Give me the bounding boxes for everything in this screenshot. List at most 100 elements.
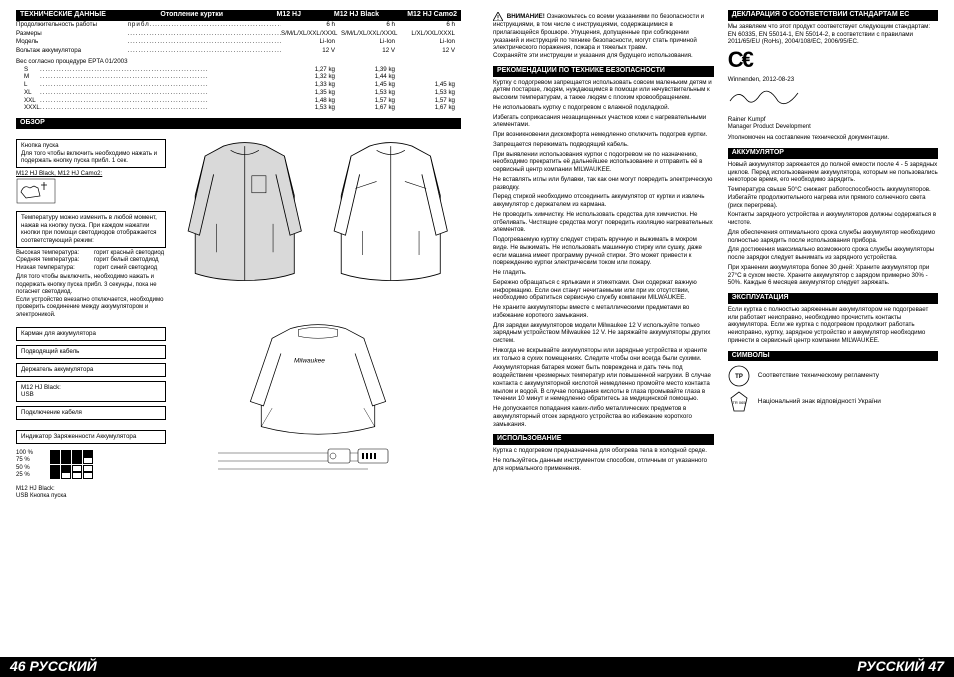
tech-col-2: M12 HJ Camo2 xyxy=(397,11,457,20)
weight-rows: S.......................................… xyxy=(16,66,461,113)
paragraph: При хранении аккумулятора более 30 дней:… xyxy=(728,264,938,287)
hand-icon xyxy=(16,178,56,204)
page-left: ТЕХНИЧЕСКИЕ ДАННЫЕ Отопление куртки M12 … xyxy=(0,0,477,677)
svg-text:Milwaukee: Milwaukee xyxy=(294,358,325,365)
warning-block: ВНИМАНИЕ! Ознакомьтесь со всеми указания… xyxy=(493,12,714,60)
jacket-front2-icon xyxy=(320,139,462,295)
paragraph: Перед стиркой необходимо отсоединить акк… xyxy=(493,193,714,209)
label-item: M12 HJ Black: USB xyxy=(16,381,166,403)
svg-text:TP: TP xyxy=(735,374,743,380)
page-right: ВНИМАНИЕ! Ознакомьтесь со всеми указания… xyxy=(477,0,954,677)
paragraph: При возникновении дискомфорта немедленно… xyxy=(493,131,714,139)
paragraph: Куртка с подогревом предназначена для об… xyxy=(493,447,714,455)
tr-cert-icon: TP xyxy=(728,365,750,387)
led-grid: 100 %75 %50 %25 % xyxy=(16,450,166,480)
weight-row: L.......................................… xyxy=(16,81,461,89)
symbol-text-1: Національний знак відповідності України xyxy=(758,398,881,406)
decl-date: Winnenden, 2012-08-23 xyxy=(728,76,938,84)
symbol-text-0: Соответствие техническому регламенту xyxy=(758,372,879,380)
jacket-back-icon: Milwaukee xyxy=(218,323,418,443)
label-item: Карман для аккумулятора xyxy=(16,327,166,341)
sig-role: Manager Product Development xyxy=(728,124,938,132)
paragraph: Не гладить. xyxy=(493,269,714,277)
tech-col-1: M12 HJ Black xyxy=(319,11,379,20)
tech-title: ТЕХНИЧЕСКИЕ ДАННЫЕ xyxy=(20,11,106,20)
paragraph: Куртку с подогревом запрещается использо… xyxy=(493,79,714,102)
jacket-area xyxy=(174,135,461,320)
jacket-lower: Milwaukee xyxy=(174,323,461,500)
btn-box: Кнопка пуска Для того чтобы включить нео… xyxy=(16,139,166,168)
safety-header: РЕКОМЕНДАЦИИ ПО ТЕХНИКЕ БЕЗОПАСНОСТИ xyxy=(493,66,714,77)
paragraph: Не храните аккумуляторы вместе с металли… xyxy=(493,304,714,320)
symbol-row-1: TR 065 Національний знак відповідності У… xyxy=(728,391,938,413)
footer-right: РУССКИЙ 47 xyxy=(477,657,954,677)
warning-icon xyxy=(493,12,503,21)
led-row: 75 % xyxy=(16,457,166,465)
temp-list: Высокая температура:горит красный светод… xyxy=(16,250,166,273)
decl-body: Мы заявляем что этот продукт соответству… xyxy=(728,23,938,46)
label-col: Карман для аккумулятора Подводящий кабель… xyxy=(16,323,166,500)
tech-row: Модель..................................… xyxy=(16,38,461,47)
led-row: 25 % xyxy=(16,472,166,480)
weight-title: Вес согласно процедуре EPTA 01/2003 xyxy=(16,58,461,66)
weight-row: XXXL....................................… xyxy=(16,104,461,112)
paragraph: Не использовать куртку с подогревом с вл… xyxy=(493,104,714,112)
footer-left: 46 РУССКИЙ xyxy=(0,657,477,677)
warning-title: ВНИМАНИЕ! xyxy=(507,13,545,20)
symbol-row-0: TP Соответствие техническому регламенту xyxy=(728,365,938,387)
tech-row: Размеры.................................… xyxy=(16,30,461,39)
weight-row: XL......................................… xyxy=(16,89,461,97)
paragraph: Новый аккумулятор заряжается до полной е… xyxy=(728,161,938,184)
paragraph: Контакты зарядного устройства и аккумуля… xyxy=(728,211,938,227)
battery-header: АККУМУЛЯТОР xyxy=(728,148,938,159)
paragraph: Для зарядки аккумуляторов модели Milwauk… xyxy=(493,322,714,345)
variant-line: M12 HJ Black, M12 HJ Camo2: xyxy=(16,170,166,178)
weight-row: S.......................................… xyxy=(16,66,461,74)
battery-paras: Новый аккумулятор заряжается до полной е… xyxy=(728,161,938,287)
paragraph: Подогреваемую куртку следует стирать вру… xyxy=(493,236,714,267)
paragraph: Не проводить химчистку. Не использовать … xyxy=(493,211,714,234)
label-item: Подключение кабеля xyxy=(16,406,166,420)
battery-holder-icon xyxy=(218,447,418,487)
paragraph: Не допускается попадания каких-либо мета… xyxy=(493,405,714,428)
usage-header: ИСПОЛЬЗОВАНИЕ xyxy=(493,434,714,445)
ce-mark-icon: C€ xyxy=(728,46,938,74)
paragraph: Для достижения максимально возможного ср… xyxy=(728,246,938,262)
tech-row: Вольтаж аккумулятора....................… xyxy=(16,47,461,56)
tech-sub: Отопление куртки xyxy=(160,11,223,20)
svg-text:TR 065: TR 065 xyxy=(732,400,746,405)
tech-rows: Продолжительность работыприбл...........… xyxy=(16,21,461,56)
led-row: 50 % xyxy=(16,465,166,473)
tech-header: ТЕХНИЧЕСКИЕ ДАННЫЕ Отопление куртки M12 … xyxy=(16,10,461,21)
usb-note: M12 HJ Black: USB Кнопка пуска xyxy=(16,486,166,501)
tech-col-0: M12 HJ xyxy=(241,11,301,20)
warning-body: Ознакомьтесь со всеми указаниями по безо… xyxy=(493,13,704,59)
obzor-header: ОБЗОР xyxy=(16,118,461,129)
paragraph: При выявлении использования куртки с под… xyxy=(493,151,714,174)
led-row: 100 % xyxy=(16,450,166,458)
decl-header: ДЕКЛАРАЦИЯ О СООТВЕТСТВИИ СТАНДАРТАМ ЕС xyxy=(728,10,938,21)
paragraph: Избегать соприкасания незащищенных участ… xyxy=(493,114,714,130)
usage-paras: Куртка с подогревом предназначена для об… xyxy=(493,447,714,472)
temp-line: Средняя температура:горит белый светодио… xyxy=(16,257,166,265)
paragraph: Не пользуйтесь данным инструментом спосо… xyxy=(493,457,714,473)
sig-note: Уполномочен на составление технической д… xyxy=(728,135,938,143)
temp-line: Низкая температура:горит синий светодиод xyxy=(16,265,166,273)
ua-cert-icon: TR 065 xyxy=(728,391,750,413)
label-item: Держатель аккумулятора xyxy=(16,363,166,377)
paragraph: Никогда не вскрывайте аккумуляторы или з… xyxy=(493,347,714,363)
paragraph: Запрещается пережимать подводящий кабель… xyxy=(493,141,714,149)
signature-icon xyxy=(728,87,808,107)
label-item: Подводящий кабель xyxy=(16,345,166,359)
led-title-box: Индикатор Заряженности Аккумулятора xyxy=(16,430,166,444)
weight-row: XXL.....................................… xyxy=(16,97,461,105)
paragraph: Аккумуляторная батарея может быть повреж… xyxy=(493,364,714,403)
paragraph: Бережно обращаться с ярлыками и этикетка… xyxy=(493,279,714,302)
jacket-front-icon xyxy=(174,139,316,295)
paragraph: Для обеспечения оптимального срока служб… xyxy=(728,229,938,245)
off-note: Для того чтобы выключить, необходимо наж… xyxy=(16,274,166,319)
symbols-header: СИМВОЛЫ xyxy=(728,351,938,362)
expl-header: ЭКСПЛУАТАЦИЯ xyxy=(728,293,938,304)
safety-paras: Куртку с подогревом запрещается использо… xyxy=(493,79,714,429)
sig-name: Rainer Kumpf xyxy=(728,116,938,124)
